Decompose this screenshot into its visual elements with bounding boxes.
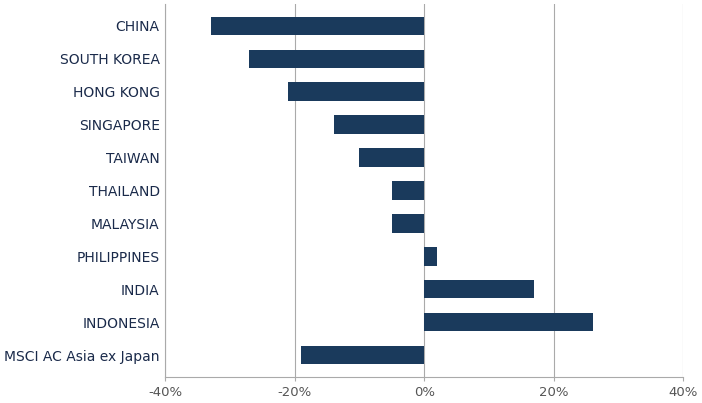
Bar xyxy=(359,148,424,166)
Bar xyxy=(289,83,424,101)
Bar xyxy=(392,181,424,199)
Bar xyxy=(249,50,424,68)
Bar xyxy=(424,247,437,266)
Bar xyxy=(392,214,424,233)
Bar xyxy=(424,280,534,299)
Bar xyxy=(301,346,424,364)
Bar xyxy=(211,17,424,35)
Bar xyxy=(424,313,592,331)
Bar xyxy=(333,116,424,134)
